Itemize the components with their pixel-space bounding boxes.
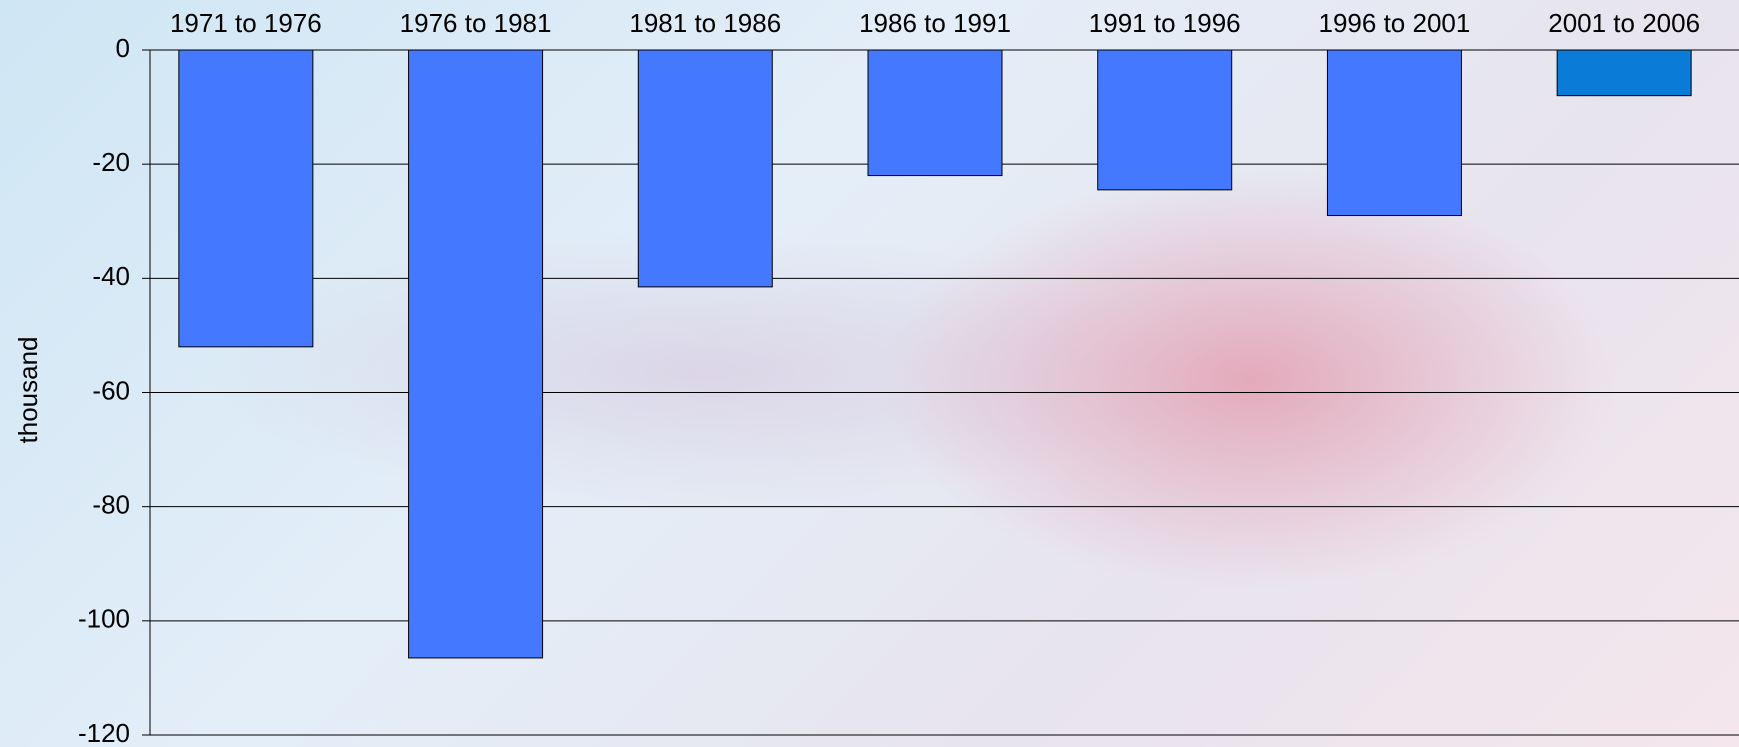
y-tick-label: -60 [92,375,130,405]
bar [637,49,773,288]
x-tick-label: 2001 to 2006 [1548,8,1700,38]
x-tick-label: 1971 to 1976 [170,8,322,38]
bar [1556,49,1692,97]
x-tick-label: 1981 to 1986 [629,8,781,38]
bar [867,49,1003,177]
y-tick-label: -80 [92,490,130,520]
y-tick-label: -20 [92,147,130,177]
y-tick-label: -40 [92,261,130,291]
y-tick-label: -120 [78,718,130,747]
bar [178,49,314,348]
x-tick-label: 1976 to 1981 [400,8,552,38]
y-tick-label: 0 [116,33,130,63]
y-tick-label: -100 [78,604,130,634]
x-tick-label: 1996 to 2001 [1319,8,1471,38]
y-axis-label: thousand [13,337,43,444]
bar [408,49,544,659]
x-tick-label: 1986 to 1991 [859,8,1011,38]
bar [1326,49,1462,217]
x-tick-label: 1991 to 1996 [1089,8,1241,38]
bar [1097,49,1233,191]
